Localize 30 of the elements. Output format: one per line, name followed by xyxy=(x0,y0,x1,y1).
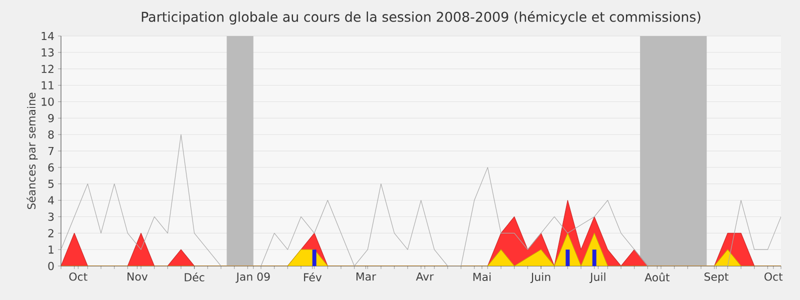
x-tick-label: Juil xyxy=(589,272,606,284)
y-tick-label: 2 xyxy=(48,229,54,238)
y-tick-label: 6 xyxy=(48,163,54,172)
x-tick-label: Août xyxy=(644,272,670,282)
y-tick-label: 9 xyxy=(48,114,54,122)
y-tick-label: 13 xyxy=(42,48,54,57)
x-tick-label: Oct xyxy=(764,272,783,281)
x-tick-label: Mai xyxy=(473,272,491,281)
x-tick-label: Déc xyxy=(184,272,204,282)
y-tick-label: 3 xyxy=(48,212,54,221)
y-tick-label: 8 xyxy=(48,130,54,139)
chart-title: Participation globale au cours de la session 2008-2009 (hémicycle et commissions) xyxy=(142,10,700,25)
y-tick-label: 10 xyxy=(42,98,54,106)
x-tick-label: Sept xyxy=(704,272,728,283)
x-tick-label: Mar xyxy=(356,272,376,281)
x-tick-label: Juin xyxy=(530,272,550,284)
x-tick-label: Avr xyxy=(416,272,434,280)
y-tick-label: 14 xyxy=(42,32,54,40)
x-tick-label: Fév xyxy=(304,272,322,282)
y-tick-label: 12 xyxy=(42,64,54,73)
y-tick-label: 0 xyxy=(48,262,54,270)
x-tick-label: Oct xyxy=(69,272,88,281)
x-tick-label: Nov xyxy=(128,272,148,281)
y-axis-title: Séances par semaine xyxy=(26,92,38,210)
y-tick-label: 5 xyxy=(48,180,54,188)
y-tick-label: 1 xyxy=(48,246,54,254)
y-tick-label: 4 xyxy=(48,196,54,204)
y-tick-label: 7 xyxy=(48,147,54,155)
x-tick-label: Jan 09 xyxy=(236,272,270,283)
y-tick-label: 11 xyxy=(42,81,54,90)
